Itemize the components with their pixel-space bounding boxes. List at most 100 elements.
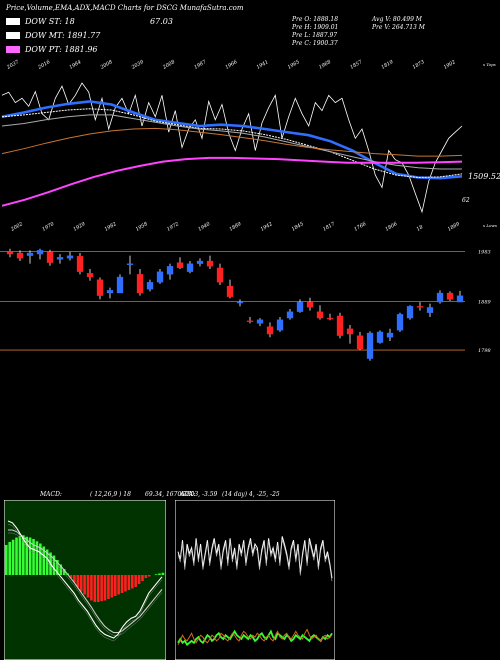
candle-body [236,301,244,304]
legend-label: DOW PT: 1881.96 [25,45,98,54]
adx-panel [175,500,335,660]
legend-dow-st: DOW ST: 18 [6,17,75,26]
adx-adx-line [177,536,333,579]
bottom-tick-label: 1889 [228,221,243,233]
macd-macd-line [7,520,163,639]
candle-body [306,301,314,308]
legend-swatch [6,32,20,39]
candle-body [36,250,44,255]
adx-title: ADX: [180,491,196,498]
macd-histogram-bar [56,560,59,575]
macd-histogram-bar [8,542,12,575]
candle-body [386,332,394,338]
bottom-tick-label: 1940 [197,221,212,233]
macd-histogram-bar [96,575,100,602]
top-tick-label: 1941 [256,59,270,71]
macd-histogram-bar [32,539,35,575]
candle-body [226,285,234,297]
candle-body [26,252,34,256]
candle-body [276,319,284,331]
candle-body [396,314,404,331]
bottom-tick-label: 1889 [447,221,462,233]
macd-histogram-bar [62,569,66,575]
macd-signal-shadow-line [8,532,163,636]
chart-title: Price,Volume,EMA,ADX,MACD Charts for DSC… [6,4,244,12]
macd-histogram-bar [130,575,134,589]
ema-series-line [1,108,463,179]
adx-params: (14 day) 4, -25, -25 [222,491,280,498]
legend-dow-mt: DOW MT: 1891.77 [6,31,100,40]
bottom-tick-label: 1766 [353,221,368,233]
macd-histogram-bar [28,537,32,575]
macd-histogram-bar [107,575,110,599]
avg-volume: Avg V: 80.499 M [372,16,422,23]
macd-histogram-bar [144,575,148,578]
candle-body [286,311,294,319]
macd-histogram-bar [113,575,117,596]
candle-body [106,290,114,294]
macd-title: MACD: [40,491,62,498]
adx-lines [177,536,333,647]
adx-minus-di-line [177,628,333,645]
macd-histogram-bar [76,575,80,587]
top-tick-label: 2037 [5,59,21,71]
candle-body [426,307,434,313]
macd-histogram-bar [45,549,49,575]
candle-body [116,276,124,294]
candle-body [406,306,414,319]
macd-histogram-bar [161,572,165,575]
bottom-tick-label: 1806 [384,221,399,233]
top-tick-label: 1965 [287,59,301,71]
macd-histogram-bar [39,543,42,575]
macd-histogram-bar [73,575,76,583]
candle-body [376,331,384,343]
macd-signal-line [8,529,163,634]
macd-histogram-bar [141,575,144,581]
ohlc-low: Pre L: 1887.97 [292,32,338,39]
macd-histogram-bar [83,575,86,595]
macd-histogram-bar [124,575,127,592]
ema-chart: 2037 2016 1984 2008 2039 2008 1987 1966 1941 1965… [1,59,500,233]
candle-body [256,319,264,324]
ema-corner-value: 62 [462,197,470,204]
bottom-tick-label: 1958 [135,221,149,233]
bottom-tick-label: 1817 [322,221,337,233]
candle-body [346,328,354,335]
legend-label: DOW MT: 1891.77 [25,31,101,40]
adx-value: 67.03 [150,17,173,26]
macd-lines [7,520,163,642]
candle-body [166,266,174,275]
macd-histogram-bar [86,575,90,598]
ema-last-value: 1509.52 [468,172,500,181]
macd-histogram-bar [5,545,8,575]
legend-dow-pt: DOW PT: 1881.96 [6,45,98,54]
candle-body [186,263,194,272]
macd-histogram-bar [127,575,131,590]
candle-body [296,301,304,312]
macd-histogram [5,535,165,602]
candle-body [326,317,334,320]
candle-body [76,256,84,272]
price-axis-label: 1798 [478,348,491,354]
ohlc-close: Pre C: 1900.37 [292,40,338,47]
adx-shadow-line [177,539,333,582]
macd-histogram-bar [59,564,63,575]
candle-body [446,292,454,300]
ema-series-line [1,100,463,180]
adx-plus-di-line [177,629,333,647]
candle-body [86,273,94,278]
candle-body [316,311,324,319]
candle-body [336,315,344,336]
bottom-tick-label: 1970 [41,221,56,233]
macd-histogram-bar [103,575,107,601]
top-tick-label: 1902 [443,59,457,71]
candle-body [196,260,204,264]
price-axis-label: 1889 [478,300,492,306]
macd-histogram-bar [134,575,137,587]
adx-readout: 67.03, -3.59 [181,491,218,498]
ema-series-line [1,156,463,207]
legend-swatch [6,46,20,53]
prev-volume: Pre V: 264.713 M [372,24,425,31]
macd-histogram-bar [35,541,39,575]
macd-histogram-bar [11,539,15,575]
